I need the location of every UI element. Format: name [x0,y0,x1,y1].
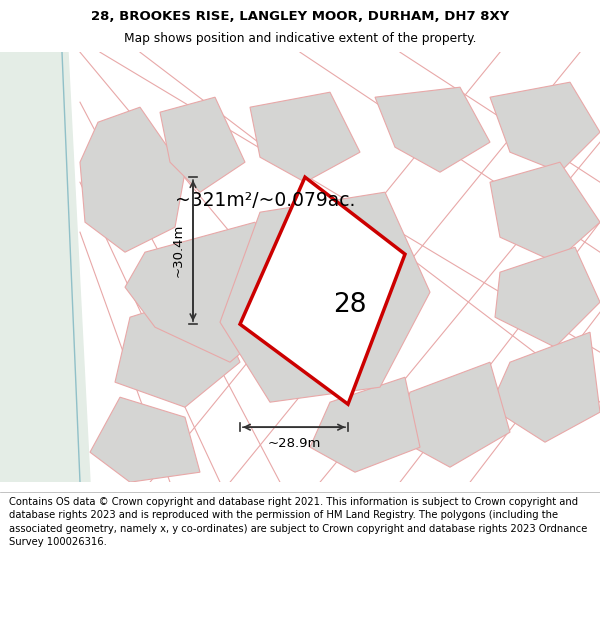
Polygon shape [250,92,360,182]
Polygon shape [160,97,245,192]
Polygon shape [240,177,405,404]
Polygon shape [395,362,510,467]
Text: ~28.9m: ~28.9m [268,438,320,450]
Polygon shape [0,52,90,483]
Polygon shape [495,247,600,348]
Polygon shape [490,162,600,262]
Text: Map shows position and indicative extent of the property.: Map shows position and indicative extent… [124,32,476,45]
Text: ~321m²/~0.079ac.: ~321m²/~0.079ac. [175,191,355,210]
Polygon shape [90,398,200,482]
Text: 28: 28 [333,292,366,318]
Text: ~30.4m: ~30.4m [172,224,185,278]
Polygon shape [310,377,420,472]
Polygon shape [490,82,600,172]
Polygon shape [125,222,295,362]
Text: Contains OS data © Crown copyright and database right 2021. This information is : Contains OS data © Crown copyright and d… [9,497,587,547]
Polygon shape [375,87,490,172]
Polygon shape [220,192,430,402]
Polygon shape [490,332,600,442]
Polygon shape [80,107,185,252]
Polygon shape [115,292,240,408]
Text: 28, BROOKES RISE, LANGLEY MOOR, DURHAM, DH7 8XY: 28, BROOKES RISE, LANGLEY MOOR, DURHAM, … [91,10,509,23]
